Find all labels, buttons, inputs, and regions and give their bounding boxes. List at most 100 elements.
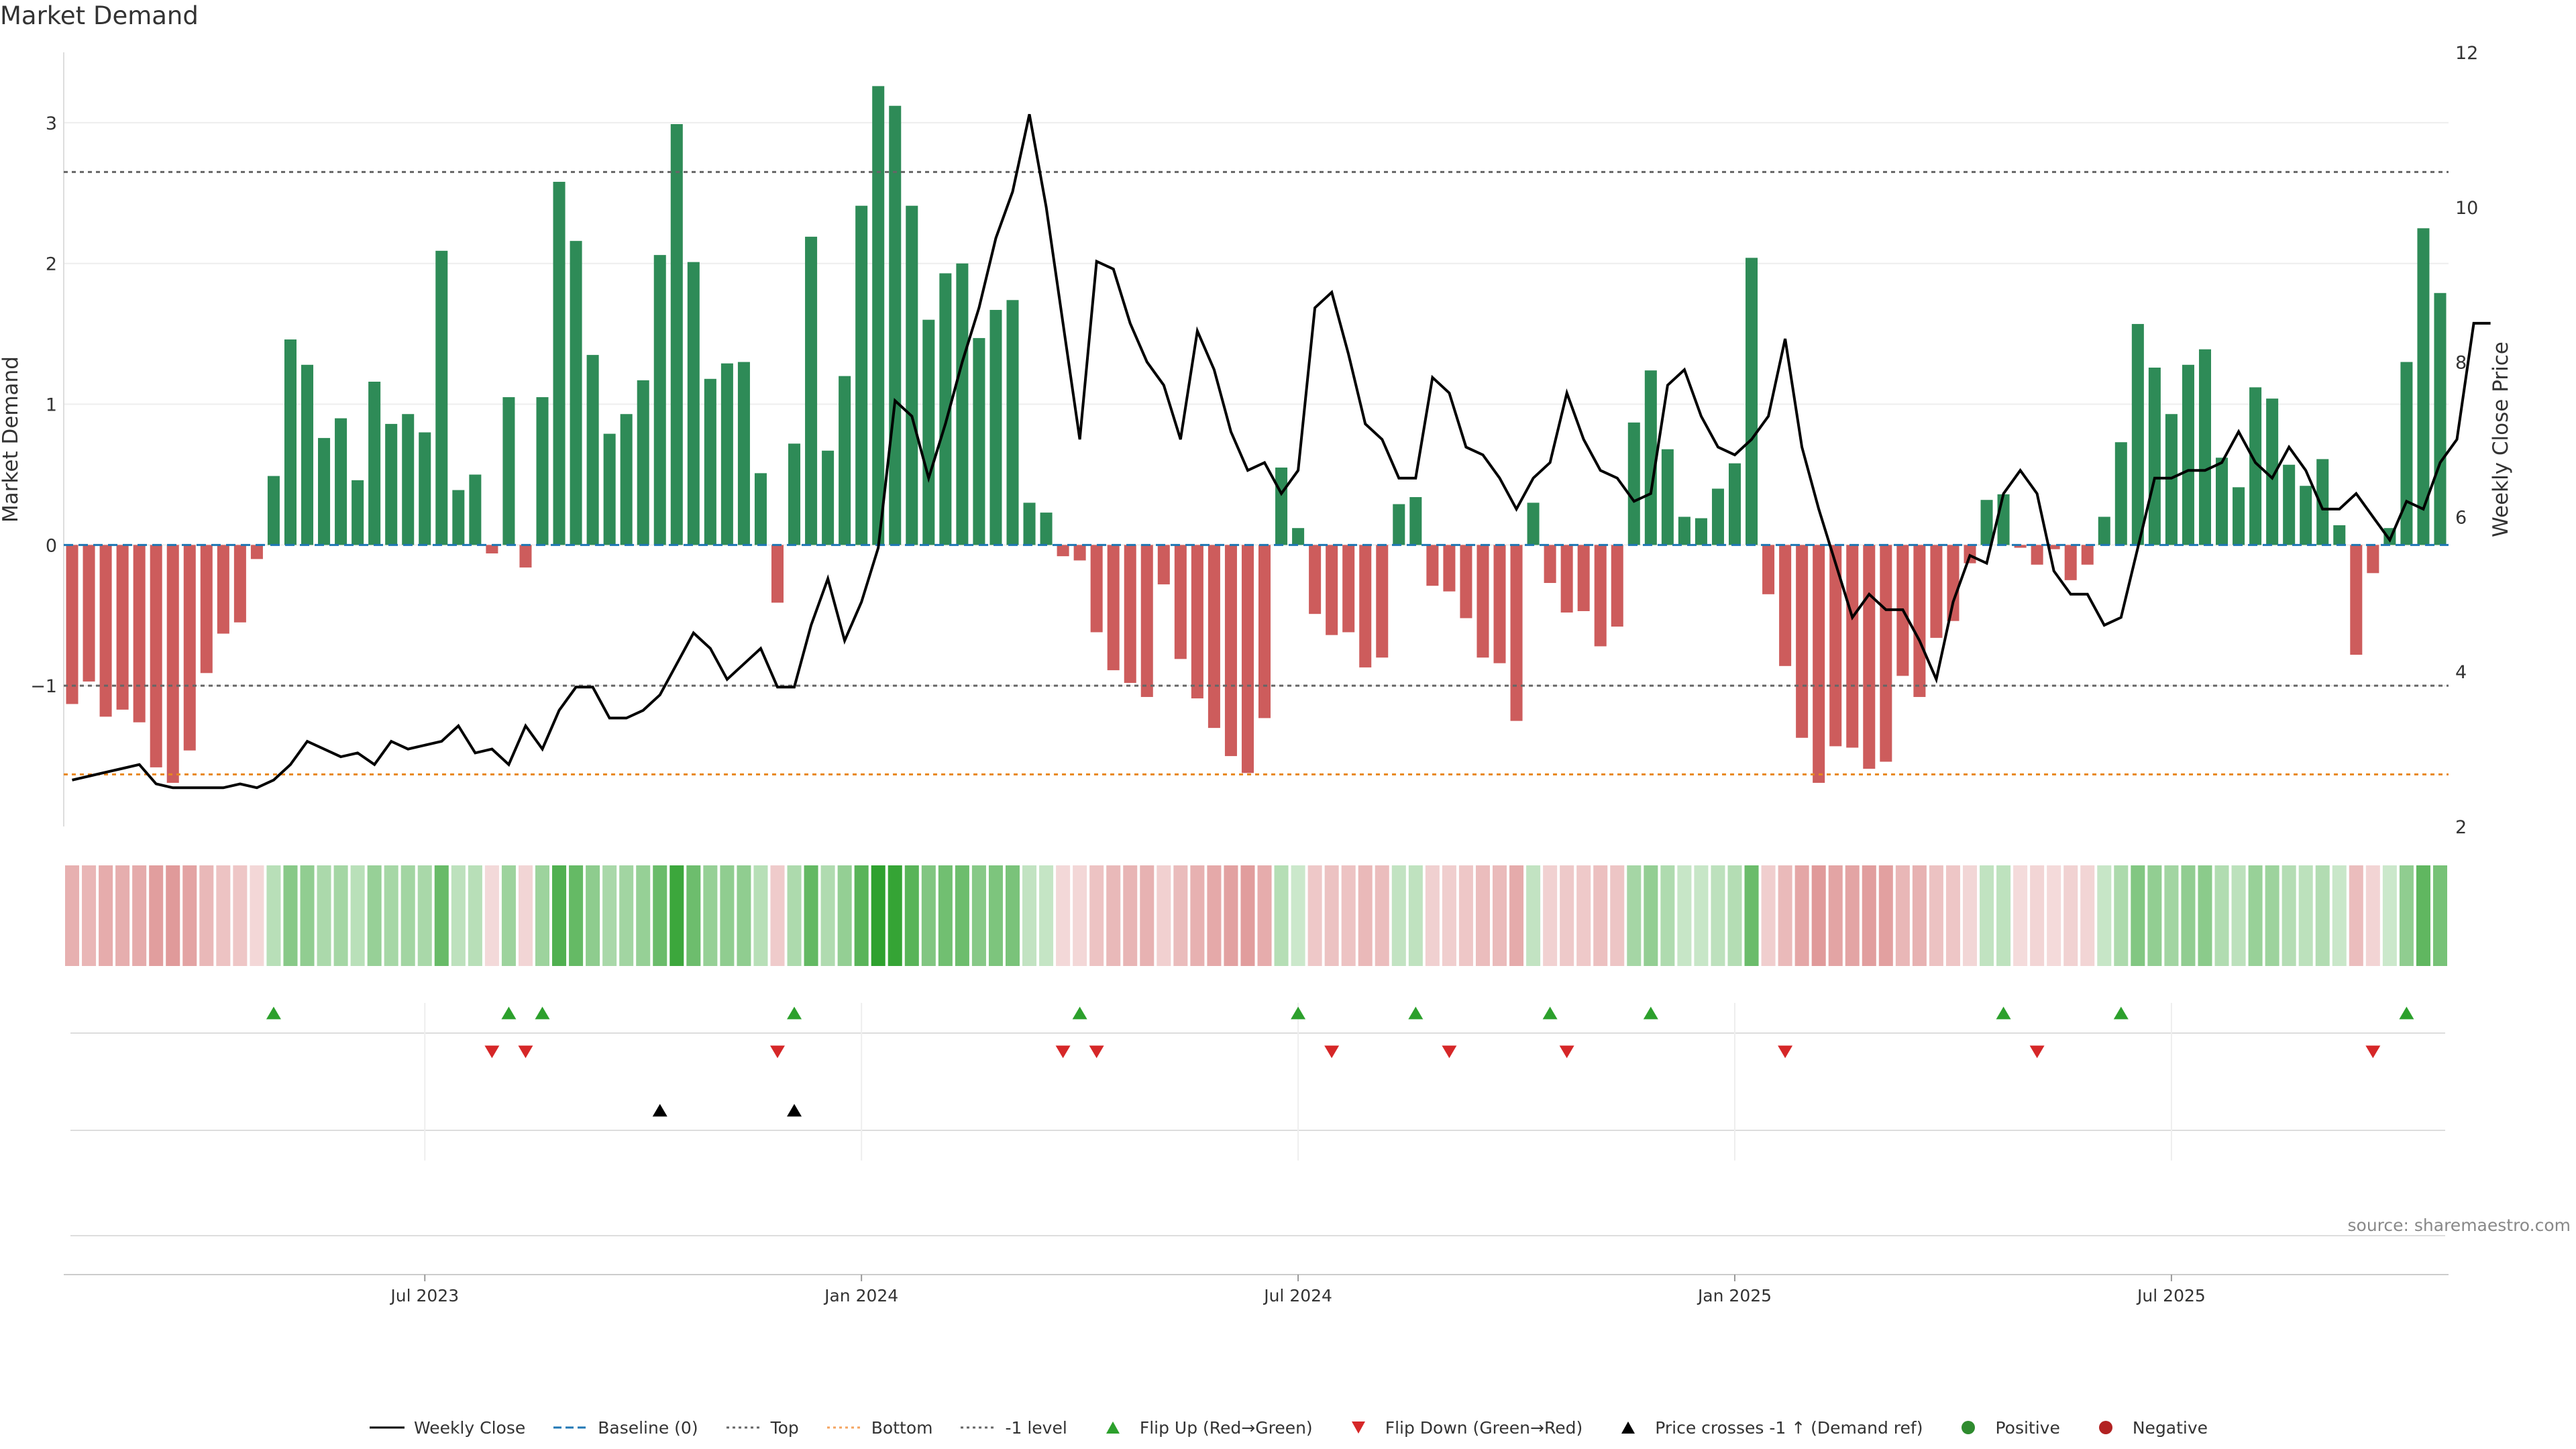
demand-bar [2081, 545, 2094, 565]
heat-cell [2030, 865, 2045, 966]
heat-cell [182, 865, 197, 966]
heat-cell [468, 865, 482, 966]
heat-cell [1794, 865, 1809, 966]
demand-bar [1728, 463, 1741, 545]
flip-down-marker [1089, 1045, 1104, 1059]
demand-bar [2198, 349, 2212, 545]
heat-cell [2416, 865, 2430, 966]
legend-item: Bottom [826, 1417, 933, 1438]
legend-swatch [1962, 1421, 1976, 1434]
heat-cell [1980, 865, 1994, 966]
demand-bar [1661, 449, 1674, 545]
flip-down-marker [1055, 1045, 1071, 1059]
heat-cell [283, 865, 298, 966]
heat-cell [1039, 865, 1054, 966]
y2-tick-label: 12 [2455, 43, 2478, 64]
legend-item: Flip Down (Green→Red) [1340, 1417, 1583, 1438]
demand-bar [2148, 367, 2161, 545]
demand-bar [1846, 545, 1859, 748]
heat-cell [2013, 865, 2028, 966]
demand-bar [788, 443, 801, 545]
legend-label: Negative [2132, 1417, 2208, 1438]
heat-cell [1274, 865, 1289, 966]
demand-bar [1191, 545, 1203, 699]
legend-label: Flip Down (Green→Red) [1385, 1417, 1583, 1438]
heat-cell [2047, 865, 2061, 966]
heat-cell [1173, 865, 1188, 966]
heat-cell [1996, 865, 2011, 966]
heat-cell [2080, 865, 2095, 966]
heat-cell [82, 865, 97, 966]
heat-cell [569, 865, 584, 966]
demand-bar [99, 545, 112, 717]
heat-cell [1291, 865, 1305, 966]
y-tick-label: 0 [46, 535, 57, 556]
demand-bar [502, 397, 515, 545]
heat-cell [1895, 865, 1910, 966]
heat-cell [921, 865, 936, 966]
heat-cell [2181, 865, 2196, 966]
heat-cell [1744, 865, 1759, 966]
demand-bar [805, 236, 818, 545]
demand-bar [906, 205, 918, 545]
demand-bar [1678, 517, 1690, 545]
heat-cell [2214, 865, 2229, 966]
demand-bar [200, 545, 213, 674]
heat-cell [65, 865, 80, 966]
flip-down-marker [1559, 1045, 1574, 1059]
flip-up-marker [2113, 1006, 2129, 1020]
demand-bar [1409, 497, 1422, 545]
heat-cell [552, 865, 567, 966]
legend-glyph [2098, 1421, 2112, 1434]
demand-bar [1947, 545, 1960, 621]
heat-cell [804, 865, 818, 966]
heat-cell [317, 865, 331, 966]
heat-cell [2097, 865, 2112, 966]
heat-cell [1005, 865, 1020, 966]
demand-bar [670, 124, 683, 545]
heat-cell [400, 865, 415, 966]
demand-bar [653, 255, 666, 545]
demand-bar [2316, 459, 2329, 545]
demand-bar [2300, 486, 2312, 545]
demand-bar [1443, 545, 1456, 592]
demand-bar [1980, 500, 1993, 545]
legend-label: Bottom [871, 1417, 933, 1438]
flip-up-marker [2399, 1006, 2414, 1020]
demand-bar [233, 545, 246, 623]
demand-bar [1393, 504, 1405, 545]
heat-cell [2349, 865, 2363, 966]
demand-bar [469, 474, 482, 545]
heat-cell [518, 865, 533, 966]
demand-bar [1880, 545, 1892, 762]
heat-cell [770, 865, 785, 966]
y-tick-label: 1 [46, 395, 57, 416]
legend: Weekly Close Baseline (0) Top Bottom -1 leve… [0, 1414, 2576, 1441]
flip-up-marker [1996, 1006, 2011, 1020]
heat-cell [602, 865, 617, 966]
heat-cell [2399, 865, 2414, 966]
flip-down-marker [484, 1045, 500, 1059]
heat-cell [1929, 865, 1943, 966]
heat-cell [199, 865, 214, 966]
demand-bar [2417, 228, 2430, 545]
y2-tick-label: 10 [2455, 198, 2478, 219]
heat-cell [1492, 865, 1507, 966]
demand-bar [1359, 545, 1372, 667]
y-tick-label: −1 [30, 676, 57, 697]
heat-cell [333, 865, 348, 966]
demand-bar [486, 545, 498, 553]
legend-glyph [1351, 1421, 1365, 1434]
flip-up-marker [1643, 1006, 1658, 1020]
legend-glyph [1106, 1421, 1120, 1434]
demand-bar [368, 381, 381, 545]
heat-cell [2198, 865, 2212, 966]
demand-bar [116, 545, 129, 710]
demand-bar [217, 545, 229, 634]
demand-bar [1057, 545, 1069, 557]
demand-bar [2031, 545, 2043, 565]
demand-bar [419, 432, 431, 545]
demand-bar [1224, 545, 1237, 757]
demand-bar [2434, 292, 2447, 545]
heat-cell [837, 865, 852, 966]
